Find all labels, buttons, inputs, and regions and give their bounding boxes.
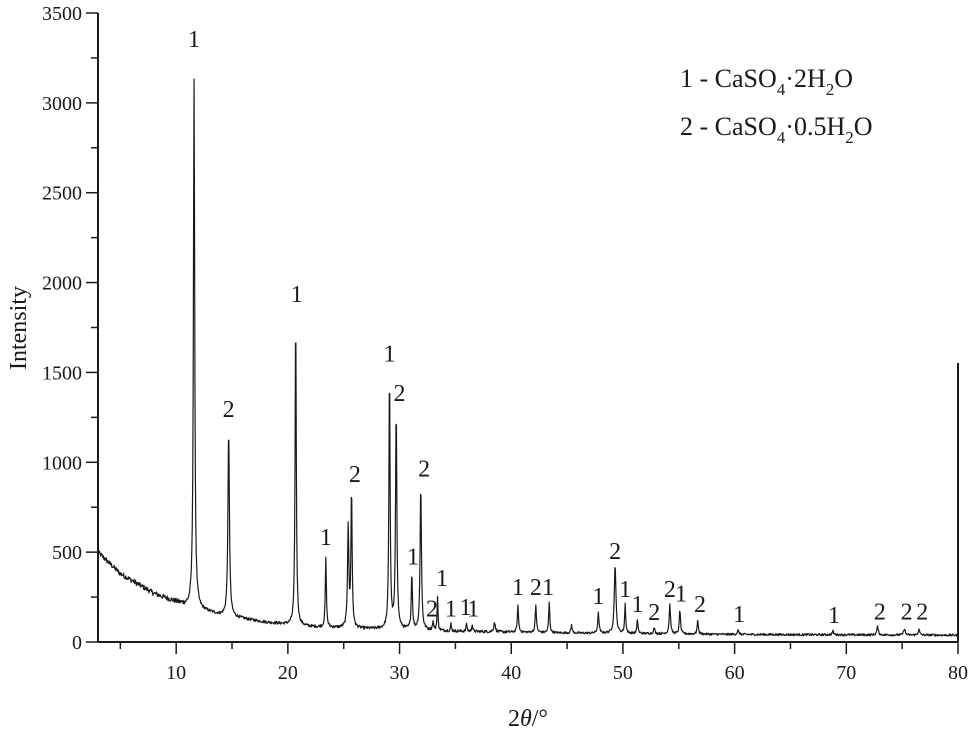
y-tick-label: 1500 [42,362,82,384]
peak-label: 1 [619,577,631,603]
peak-label: 2 [609,539,621,565]
peak-label: 2 [349,462,361,488]
y-axis-title: Intensity [6,286,32,370]
peak-label: 1 [542,575,554,601]
y-tick-label: 2000 [42,273,82,295]
peak-label: 2 [694,592,706,618]
peak-label: 1 [291,282,303,308]
peak-label: 1 [384,341,396,367]
x-tick-label: 80 [948,662,968,684]
axes: 0 500 1000 1500 2000 2500 3000 3500 10 20 30 40 50 60… [42,3,968,684]
x-tick-label: 50 [613,662,633,684]
peak-label: 1 [445,597,457,623]
x-tick-label: 60 [725,662,745,684]
peak-label: 1 [407,545,419,571]
peak-label: 2 [223,397,235,423]
peak-label: 2 [530,575,542,601]
peak-label: 1 [436,566,448,592]
x-axis-title: 2θ/° [508,706,548,732]
x-tick-label: 10 [166,662,186,684]
peak-label: 2 [648,600,660,626]
legend-entry-2: 2 - CaSO4·0.5H2O [680,112,873,147]
y-tick-label: 500 [52,542,82,564]
peak-label: 1 [675,581,687,607]
peak-label: 1 [828,603,840,629]
peak-label: 1 [733,602,745,628]
legend: 1 - CaSO4·2H2O 2 - CaSO4·0.5H2O [680,64,873,147]
y-tick-label: 2500 [42,183,82,205]
xrd-pattern-line [97,78,959,637]
peak-label: 2 [664,577,676,603]
peak-label: 1 [459,595,471,621]
x-tick-label: 40 [501,662,521,684]
peak-label: 1 [512,575,524,601]
y-tick-label: 0 [72,632,82,654]
peak-label: 2 [426,597,438,623]
legend-entry-1: 1 - CaSO4·2H2O [680,64,853,99]
peak-label: 2 [901,599,913,625]
peak-label: 1 [188,27,200,53]
x-tick-label: 20 [278,662,298,684]
peak-label: 2 [418,456,430,482]
peak-label: 1 [467,597,479,623]
peak-label: 1 [631,592,643,618]
peak-label: 1 [592,584,604,610]
peak-label: 2 [394,381,406,407]
y-tick-label: 3000 [42,93,82,115]
peak-label: 2 [874,599,886,625]
y-tick-label: 1000 [42,452,82,474]
peak-label: 1 [320,525,332,551]
y-tick-label: 3500 [42,3,82,25]
x-tick-label: 70 [836,662,856,684]
peak-label: 2 [916,599,928,625]
x-tick-label: 30 [390,662,410,684]
diffraction-curve [97,78,959,637]
